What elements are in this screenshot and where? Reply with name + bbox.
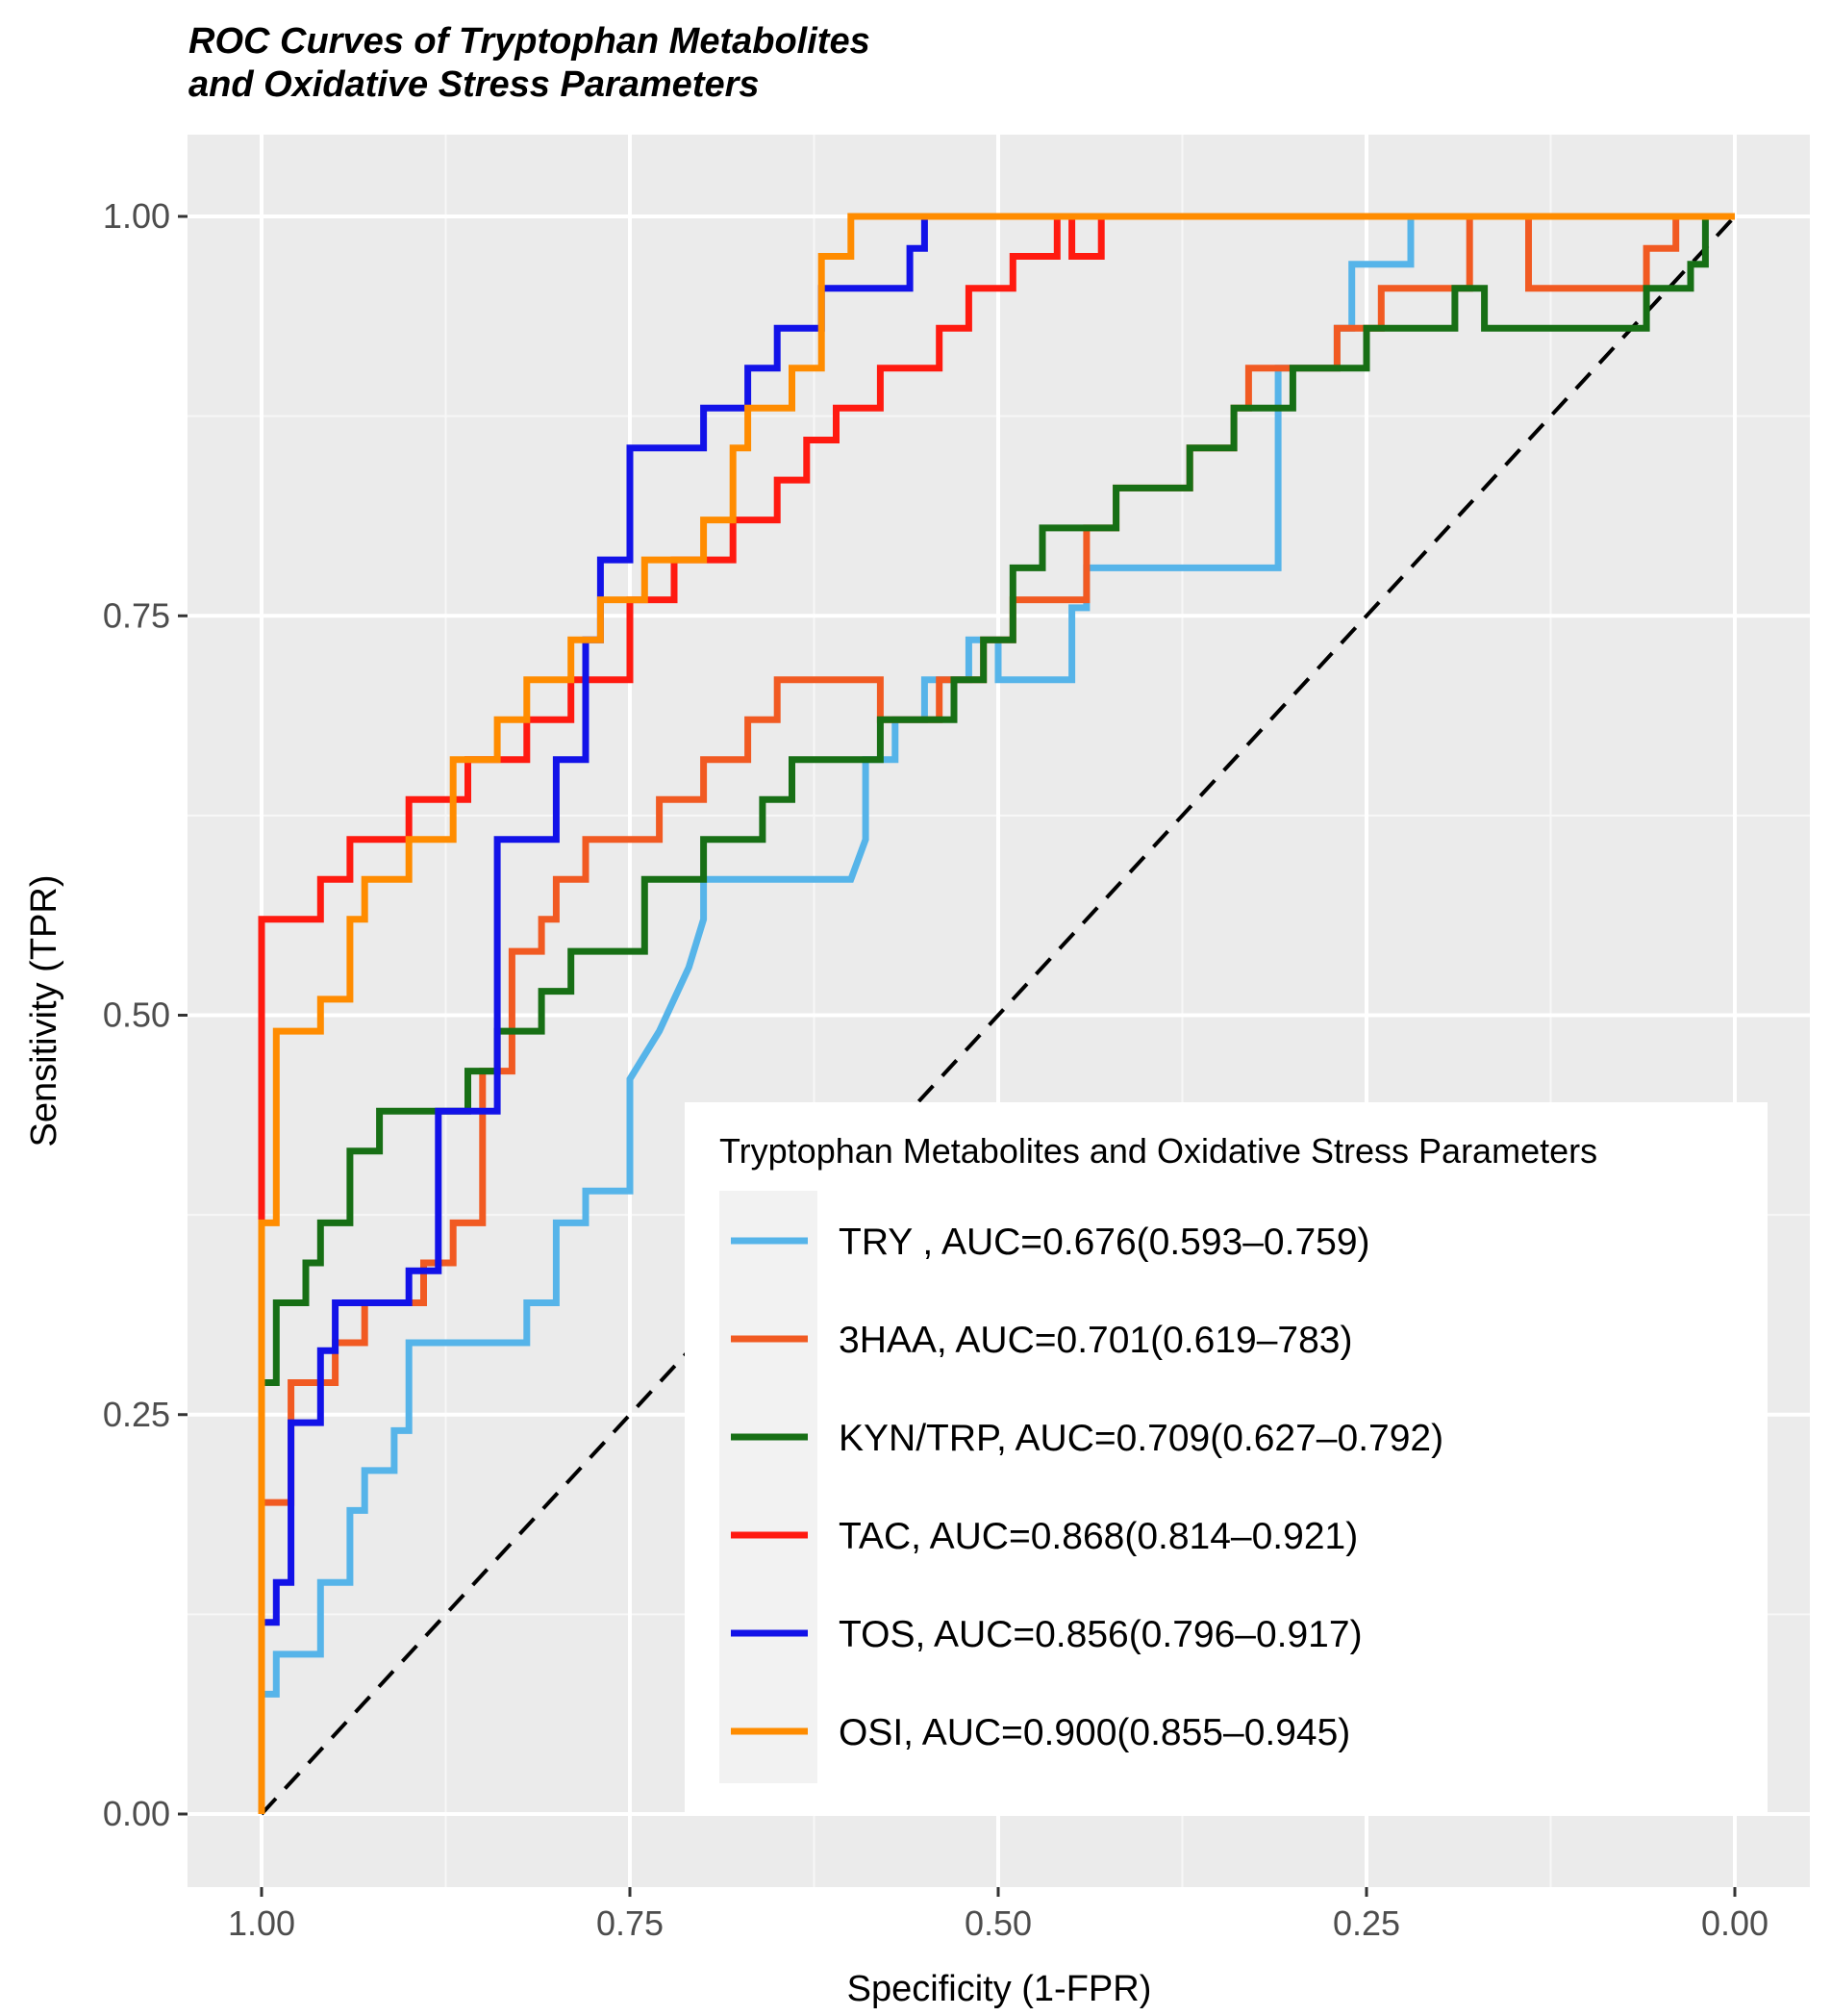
- y-tick-label: 0.75: [103, 595, 170, 635]
- roc-curve-try: [258, 213, 1735, 1814]
- legend-label-kyn-trp: KYN/TRP, AUC=0.709(0.627–0.792): [839, 1418, 1443, 1459]
- roc-curves: [258, 213, 1735, 1814]
- x-tick-label: 0.00: [1701, 1903, 1768, 1943]
- legend-title: Tryptophan Metabolites and Oxidative Str…: [719, 1131, 1597, 1171]
- legend-label-3haa: 3HAA, AUC=0.701(0.619–783): [839, 1320, 1352, 1361]
- reference-diagonal-line: [260, 214, 1737, 1816]
- x-tick-label: 0.75: [596, 1903, 664, 1943]
- legend-label-try: TRY , AUC=0.676(0.593–0.759): [839, 1222, 1370, 1263]
- y-axis-title: Sensitivity (TPR): [24, 875, 64, 1147]
- roc-curve-kyn-trp: [258, 213, 1735, 1814]
- legend-key-background: [719, 1191, 817, 1783]
- x-axis-title: Specificity (1-FPR): [847, 1969, 1152, 2009]
- x-tick-label: 0.25: [1333, 1903, 1400, 1943]
- legend: Tryptophan Metabolites and Oxidative Str…: [685, 1102, 1768, 1814]
- chart-title-line-2: and Oxidative Stress Parameters: [188, 64, 760, 105]
- chart-title-line-1: ROC Curves of Tryptophan Metabolites: [188, 21, 870, 62]
- legend-label-osi: OSI, AUC=0.900(0.855–0.945): [839, 1712, 1350, 1753]
- y-axis-ticks: 0.00 0.25 0.50 0.75 1.00: [103, 196, 188, 1833]
- legend-background: [685, 1102, 1768, 1814]
- y-tick-label: 0.00: [103, 1794, 170, 1833]
- y-tick-label: 0.50: [103, 995, 170, 1035]
- roc-curve-tos: [262, 216, 928, 1626]
- legend-items: TRY , AUC=0.676(0.593–0.759) 3HAA, AUC=0.…: [731, 1222, 1443, 1753]
- x-axis-ticks: 1.00 0.75 0.50 0.25 0.00: [228, 1887, 1768, 1943]
- roc-curve-osi: [258, 213, 1735, 1814]
- y-tick-label: 0.25: [103, 1395, 170, 1434]
- x-tick-label: 0.50: [965, 1903, 1032, 1943]
- legend-label-tos: TOS, AUC=0.856(0.796–0.917): [839, 1614, 1363, 1655]
- legend-label-tac: TAC, AUC=0.868(0.814–0.921): [839, 1516, 1358, 1557]
- y-tick-label: 1.00: [103, 196, 170, 236]
- x-tick-label: 1.00: [228, 1903, 295, 1943]
